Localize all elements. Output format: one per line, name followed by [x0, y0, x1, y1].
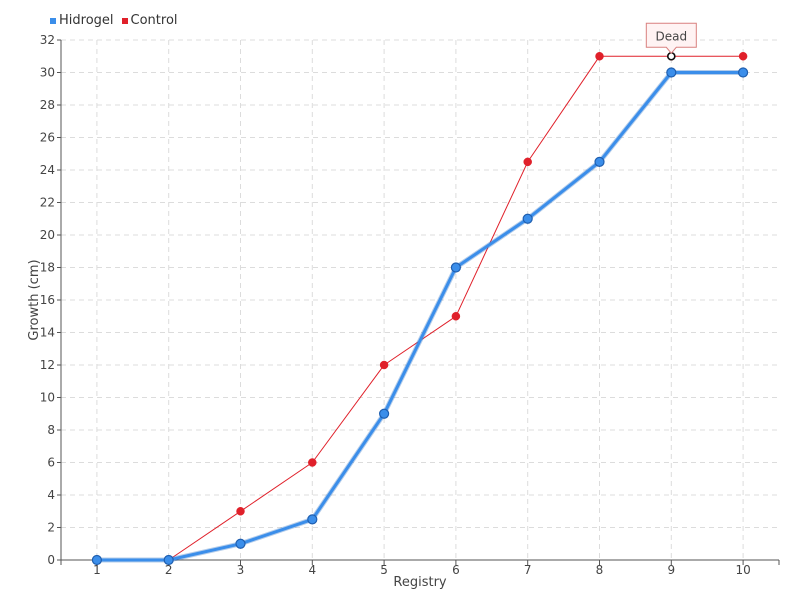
y-tick-label-8: 8: [47, 423, 55, 437]
data-point-control-6[interactable]: [451, 312, 461, 321]
x-tick-label-10: 10: [735, 563, 750, 577]
y-tick-label-26: 26: [40, 131, 55, 145]
data-point-control-4[interactable]: [308, 458, 317, 467]
data-point-control-5[interactable]: [379, 360, 389, 370]
y-tick-label-22: 22: [40, 196, 55, 210]
x-axis-label: Registry: [393, 575, 447, 590]
y-tick-label-32: 32: [40, 33, 55, 47]
data-point-control-10[interactable]: [738, 52, 748, 61]
annotation-callout-0: Dead: [645, 22, 697, 55]
y-tick-label-2: 2: [47, 521, 55, 535]
data-point-hidrogel-6[interactable]: [450, 262, 461, 273]
x-tick-label-5: 5: [380, 563, 388, 577]
annotation-box-0: [645, 22, 697, 55]
data-point-control-7[interactable]: [523, 157, 532, 167]
x-tick-label-2: 2: [165, 563, 173, 577]
data-point-hidrogel-9[interactable]: [666, 67, 677, 78]
data-point-hidrogel-1[interactable]: [91, 554, 103, 566]
y-tick-label-4: 4: [47, 488, 55, 502]
annotation-label-0: Dead: [656, 29, 688, 43]
series-line-hidrogel: [96, 71, 744, 562]
y-tick-label-10: 10: [40, 391, 55, 405]
legend-item-control[interactable]: Control: [121, 13, 178, 28]
y-tick-label-14: 14: [40, 326, 55, 340]
x-tick-label-9: 9: [667, 563, 675, 577]
legend-label-control: Control: [130, 13, 178, 28]
x-tick-label-1: 1: [93, 563, 101, 577]
y-axis-label: Growth (cm): [27, 259, 42, 340]
x-tick-label-6: 6: [452, 563, 460, 577]
y-tick-label-0: 0: [47, 553, 55, 567]
series-line-control: [96, 55, 744, 561]
data-point-control-8[interactable]: [595, 52, 604, 61]
legend-swatch-control: [121, 17, 128, 24]
grid: [61, 39, 779, 560]
x-tick-label-3: 3: [237, 563, 245, 577]
data-point-hidrogel-2[interactable]: [163, 554, 174, 566]
y-tick-label-18: 18: [40, 261, 55, 275]
data-point-hidrogel-4[interactable]: [307, 514, 318, 525]
y-tick-label-6: 6: [47, 456, 55, 470]
data-point-hidrogel-3[interactable]: [235, 538, 246, 549]
series-line-shadow-hidrogel: [96, 70, 744, 563]
series-layer: [91, 52, 749, 566]
data-point-hidrogel-8[interactable]: [594, 156, 605, 167]
x-tick-label-7: 7: [524, 563, 532, 577]
data-point-hidrogel-10[interactable]: [737, 67, 749, 78]
legend: Hidrogel Control: [50, 13, 178, 28]
y-tick-label-24: 24: [40, 163, 55, 177]
legend-item-hidrogel[interactable]: Hidrogel: [50, 13, 114, 28]
y-tick-label-28: 28: [40, 98, 55, 112]
data-point-control-3[interactable]: [236, 507, 245, 516]
data-point-hidrogel-5[interactable]: [379, 408, 390, 419]
legend-label-hidrogel: Hidrogel: [59, 13, 114, 28]
data-point-hidrogel-7[interactable]: [522, 213, 533, 224]
annotations: Dead: [645, 22, 697, 61]
y-tick-label-20: 20: [40, 228, 55, 242]
y-tick-label-16: 16: [40, 293, 55, 307]
legend-swatch-hidrogel: [50, 17, 56, 24]
y-tick-label-30: 30: [40, 66, 55, 80]
x-tick-label-4: 4: [308, 563, 316, 577]
y-tick-label-12: 12: [40, 358, 55, 372]
x-tick-label-8: 8: [596, 563, 604, 577]
